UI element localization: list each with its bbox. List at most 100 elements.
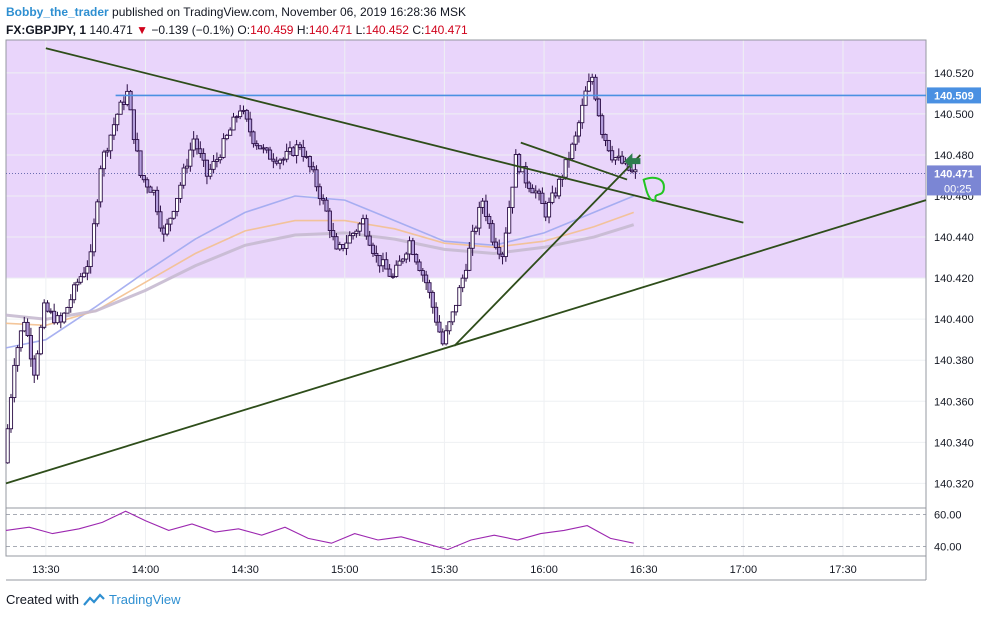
- candle-body: [311, 166, 316, 171]
- candle-body: [510, 186, 515, 208]
- candle-body: [108, 134, 113, 152]
- candle-body: [48, 310, 53, 313]
- candle-body: [264, 147, 269, 151]
- candle-body: [530, 187, 535, 194]
- candle-body: [22, 321, 27, 332]
- chart-header-ohlc: FX:GBPJPY, 1 140.471 ▼ −0.139 (−0.1%) O:…: [6, 23, 468, 37]
- high-label: H:: [296, 23, 309, 37]
- candle-body: [341, 244, 346, 249]
- author-link[interactable]: Bobby_the_trader: [6, 5, 109, 19]
- candle-body: [135, 139, 140, 152]
- time-tick-label: 13:30: [32, 564, 60, 576]
- time-tick-label: 16:30: [630, 564, 658, 576]
- candle-body: [301, 146, 306, 158]
- candle-body: [354, 230, 359, 234]
- candle-body: [62, 312, 67, 323]
- price-tick-label: 140.360: [934, 396, 974, 408]
- candle-body: [537, 190, 542, 194]
- candle-body: [244, 109, 249, 120]
- candle-body: [201, 153, 206, 161]
- price-chart[interactable]: 140.520140.500140.480140.460140.440140.4…: [0, 0, 988, 590]
- candle-body: [540, 192, 545, 204]
- trendline-short-falling[interactable]: [520, 141, 628, 181]
- candle-body: [596, 98, 601, 117]
- candle-body: [331, 230, 336, 238]
- candle-body: [447, 321, 452, 332]
- candle-body: [58, 315, 63, 323]
- candle-body: [228, 129, 233, 136]
- trendline-falling-resistance[interactable]: [45, 47, 744, 224]
- candle-body: [500, 253, 505, 258]
- trendline-rising-support[interactable]: [5, 199, 927, 485]
- candle-body: [291, 147, 296, 156]
- close-label: C:: [412, 23, 425, 37]
- candle-body: [334, 236, 339, 250]
- candle-body: [248, 118, 253, 133]
- trendline-short-rising[interactable]: [453, 154, 642, 347]
- candle-body: [191, 138, 196, 151]
- hand-drawn-mark: [642, 176, 665, 202]
- candle-body: [254, 143, 259, 147]
- candle-body: [68, 299, 73, 308]
- chart-header-publisher: Bobby_the_trader published on TradingVie…: [6, 5, 466, 19]
- candle-body: [507, 207, 512, 234]
- candle-body: [463, 269, 469, 279]
- candle-body: [351, 232, 356, 237]
- candle-body: [78, 276, 83, 283]
- candle-body: [477, 206, 482, 229]
- candle-body: [374, 252, 379, 256]
- candle-body: [620, 155, 625, 164]
- time-tick-label: 15:00: [331, 564, 359, 576]
- candle-body: [523, 166, 528, 184]
- low-value: 140.452: [365, 23, 409, 37]
- candle-body: [218, 156, 223, 161]
- candle-body: [38, 326, 43, 355]
- last-price: 140.471: [89, 23, 133, 37]
- candle-body: [600, 115, 605, 135]
- candle-body: [168, 217, 173, 225]
- candle-body: [234, 116, 239, 119]
- candle-body: [347, 235, 352, 244]
- candle-body: [95, 201, 100, 225]
- candle-body: [214, 159, 219, 162]
- candle-body: [314, 169, 319, 188]
- candle-body: [360, 218, 366, 225]
- candle-body: [125, 90, 130, 105]
- candle-body: [493, 241, 498, 249]
- price-tick-label: 140.400: [934, 314, 974, 326]
- candle-body: [513, 154, 518, 188]
- candle-body: [460, 277, 465, 289]
- candle-body: [115, 113, 120, 126]
- candle-body: [138, 150, 143, 176]
- last-price-tag: [927, 165, 981, 196]
- level-price-tag-text: 140.509: [934, 90, 974, 102]
- countdown-tag-text: 00:25: [944, 183, 972, 195]
- candle-body: [178, 184, 183, 199]
- candle-body: [304, 156, 309, 158]
- candle-body: [5, 428, 10, 464]
- candle-body: [174, 197, 180, 212]
- candle-body: [467, 247, 472, 271]
- symbol-label: FX:GBPJPY, 1: [6, 23, 87, 37]
- candle-body: [258, 145, 263, 150]
- candle-body: [424, 274, 429, 284]
- candle-body: [377, 255, 382, 267]
- candle-body: [224, 134, 229, 140]
- candle-body: [155, 189, 160, 213]
- candle-body: [204, 159, 209, 177]
- candle-body: [497, 247, 502, 255]
- candle-body: [15, 347, 20, 366]
- candle-body: [105, 150, 110, 153]
- tradingview-brand-link[interactable]: TradingView: [108, 592, 181, 607]
- price-tick-label: 140.520: [934, 68, 974, 80]
- candle-body: [586, 81, 591, 92]
- candle-body: [473, 227, 479, 232]
- candle-body: [527, 182, 532, 189]
- high-value: 140.471: [308, 23, 353, 37]
- time-tick-label: 15:30: [431, 564, 459, 576]
- candle-body: [593, 76, 598, 100]
- candle-body: [317, 186, 322, 200]
- candle-body: [65, 307, 70, 314]
- candle-body: [287, 147, 293, 152]
- candle-body: [576, 122, 581, 137]
